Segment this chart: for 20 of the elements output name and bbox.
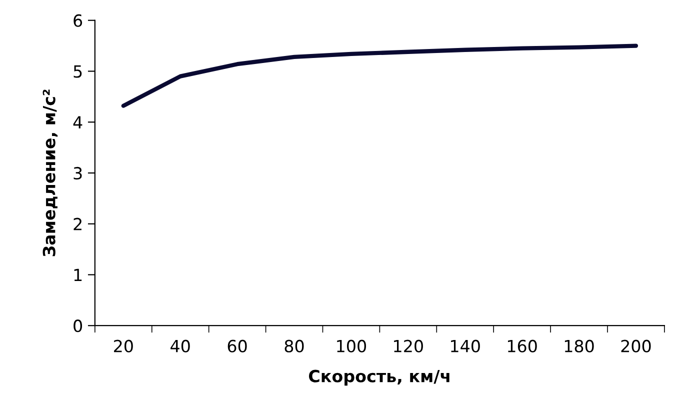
y-tick-label: 3 (74, 166, 82, 180)
x-tick-label: 120 (394, 340, 423, 352)
x-tick-label: 20 (114, 340, 133, 352)
x-tick-label: 140 (451, 340, 480, 352)
line-series (121, 44, 638, 108)
x-tick-label: 180 (564, 340, 594, 352)
y-tick-label: 0 (74, 320, 82, 332)
x-tick-label: 60 (228, 340, 247, 352)
y-tick-label: 2 (74, 218, 82, 230)
y-tick-label: 4 (73, 116, 82, 128)
x-tick-label: 200 (621, 340, 651, 352)
y-axis-title: Замедление, м/с² (42, 90, 58, 256)
x-tick-label: 40 (170, 340, 190, 352)
y-tick-label: 6 (74, 14, 82, 27)
x-tick-label: 100 (337, 340, 366, 352)
y-tick-label: 5 (74, 65, 82, 78)
y-tick-label: 1 (74, 268, 82, 282)
x-axis-title: Скорость, км/ч (308, 370, 450, 386)
x-tick-label: 160 (508, 340, 537, 352)
x-tick-label: 80 (284, 340, 304, 352)
